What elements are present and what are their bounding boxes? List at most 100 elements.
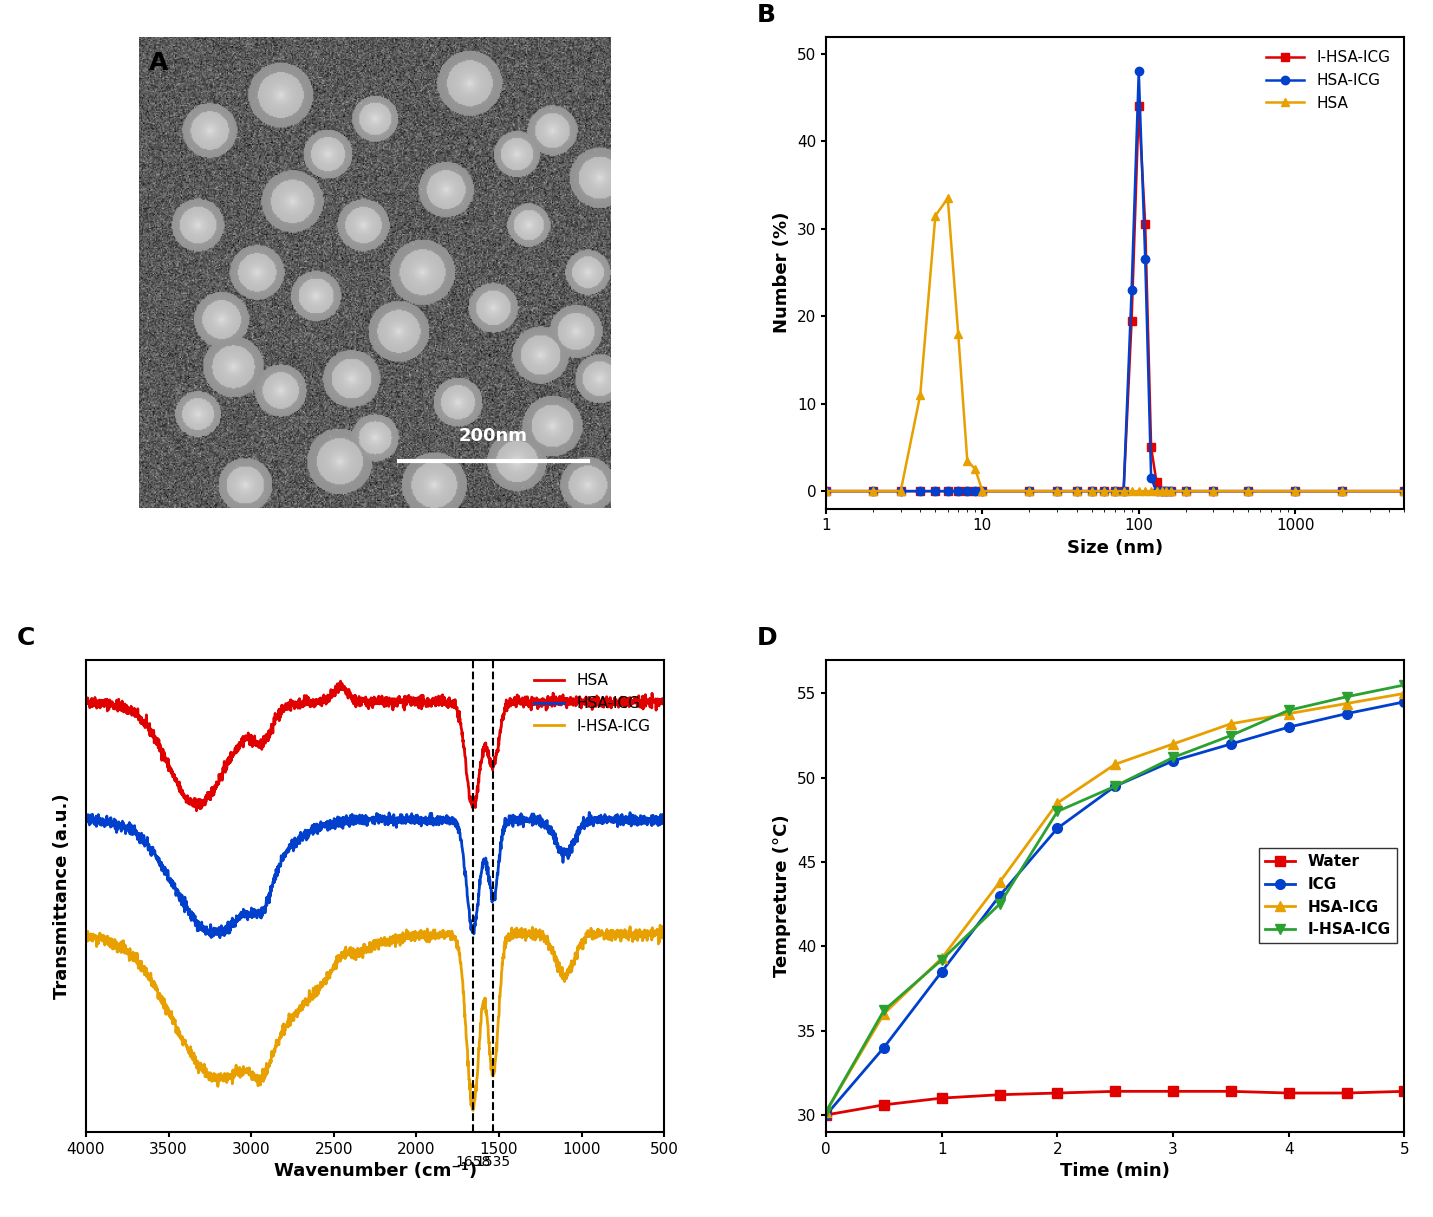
HSA-ICG [1136, 252, 1154, 267]
Line: HSA-ICG: HSA-ICG [821, 689, 1409, 1116]
HSA [1123, 484, 1141, 499]
Line: I-HSA-ICG: I-HSA-ICG [821, 680, 1409, 1116]
I-HSA-ICG [992, 897, 1009, 912]
X-axis label: Time (min): Time (min) [1060, 1162, 1171, 1180]
Water [1280, 1086, 1297, 1100]
HSA-ICG [1162, 484, 1179, 499]
HSA [1148, 484, 1165, 499]
HSA [639, 694, 656, 708]
Water [1338, 1086, 1356, 1100]
ICG [876, 1041, 893, 1055]
I-HSA-ICG [1049, 804, 1066, 819]
HSA [817, 484, 834, 499]
HSA [864, 484, 881, 499]
I-HSA-ICG [893, 484, 910, 499]
HSA [188, 803, 205, 818]
HSA-ICG [911, 484, 929, 499]
I-HSA-ICG [1240, 484, 1257, 499]
I-HSA-ICG [639, 924, 656, 938]
I-HSA-ICG [77, 931, 95, 946]
Text: B: B [757, 4, 775, 27]
HSA [1178, 484, 1195, 499]
HSA [332, 674, 350, 689]
HSA-ICG [817, 1104, 834, 1118]
I-HSA-ICG [959, 484, 976, 499]
I-HSA-ICG [1106, 779, 1123, 793]
HSA-ICG [959, 484, 976, 499]
HSA-ICG [1158, 484, 1175, 499]
I-HSA-ICG [1280, 703, 1297, 718]
Line: HSA-ICG: HSA-ICG [86, 813, 665, 938]
I-HSA-ICG [1136, 217, 1154, 231]
I-HSA-ICG [1165, 750, 1182, 764]
HSA [893, 484, 910, 499]
I-HSA-ICG [1095, 484, 1112, 499]
I-HSA-ICG [1106, 484, 1123, 499]
ICG [1396, 695, 1413, 710]
I-HSA-ICG [1148, 475, 1165, 489]
HSA-ICG [893, 484, 910, 499]
Text: 1535: 1535 [476, 1155, 510, 1170]
HSA [927, 208, 944, 223]
I-HSA-ICG [1396, 484, 1413, 499]
Y-axis label: Number (%): Number (%) [774, 212, 791, 333]
Water [1165, 1084, 1182, 1099]
HSA-ICG [967, 484, 984, 499]
HSA-ICG [992, 875, 1009, 890]
HSA [1106, 484, 1123, 499]
I-HSA-ICG [1049, 484, 1066, 499]
HSA-ICG [211, 931, 228, 946]
Water [876, 1098, 893, 1112]
I-HSA-ICG [1131, 99, 1148, 113]
Legend: I-HSA-ICG, HSA-ICG, HSA: I-HSA-ICG, HSA-ICG, HSA [1260, 44, 1397, 117]
HSA-ICG [1154, 484, 1171, 499]
Text: C: C [17, 627, 34, 650]
HSA [939, 191, 956, 206]
HSA-ICG [1287, 484, 1304, 499]
HSA-ICG [77, 812, 95, 826]
Legend: HSA, HSA-ICG, I-HSA-ICG: HSA, HSA-ICG, I-HSA-ICG [527, 667, 656, 740]
HSA-ICG [1142, 471, 1159, 486]
HSA [360, 696, 377, 711]
ICG [1280, 719, 1297, 734]
ICG [1165, 753, 1182, 768]
HSA [1068, 484, 1085, 499]
HSA-ICG [876, 1006, 893, 1021]
Line: I-HSA-ICG: I-HSA-ICG [86, 925, 665, 1110]
Text: A: A [149, 51, 168, 74]
I-HSA-ICG [1178, 484, 1195, 499]
HSA [1142, 484, 1159, 499]
HSA [1240, 484, 1257, 499]
HSA-ICG [1334, 484, 1351, 499]
HSA-ICG [639, 812, 656, 826]
HSA [1334, 484, 1351, 499]
HSA-ICG [1338, 696, 1356, 711]
I-HSA-ICG [1123, 313, 1141, 327]
ICG [1338, 706, 1356, 720]
HSA [639, 696, 656, 711]
Line: I-HSA-ICG: I-HSA-ICG [823, 102, 1409, 495]
HSA [1287, 484, 1304, 499]
I-HSA-ICG [1142, 441, 1159, 455]
I-HSA-ICG [1158, 484, 1175, 499]
Line: ICG: ICG [821, 697, 1409, 1120]
Text: D: D [757, 627, 777, 650]
Water [933, 1090, 950, 1105]
ICG [1222, 736, 1240, 751]
HSA [1131, 484, 1148, 499]
I-HSA-ICG [107, 935, 125, 949]
HSA-ICG [1396, 686, 1413, 701]
HSA [1020, 484, 1037, 499]
I-HSA-ICG [1020, 484, 1037, 499]
HSA-ICG [974, 484, 992, 499]
ICG [992, 888, 1009, 903]
I-HSA-ICG [344, 944, 361, 959]
HSA [107, 699, 125, 713]
HSA-ICG [1020, 484, 1037, 499]
I-HSA-ICG [1083, 484, 1101, 499]
ICG [1106, 779, 1123, 793]
I-HSA-ICG [974, 484, 992, 499]
HSA-ICG [1049, 484, 1066, 499]
HSA [959, 453, 976, 467]
HSA-ICG [1083, 484, 1101, 499]
